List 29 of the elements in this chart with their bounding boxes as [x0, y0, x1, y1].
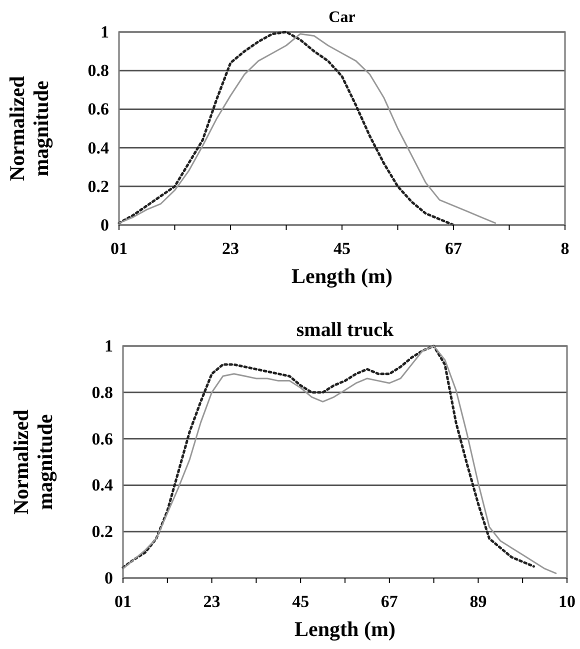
- x-tick-label: 10: [558, 592, 576, 612]
- x-tick-label: 89: [470, 592, 487, 612]
- x-tick-label: 45: [292, 592, 310, 612]
- x-tick-label: 8: [560, 239, 570, 258]
- x-tick-label: 67: [380, 592, 398, 612]
- y-tick-label: 0.4: [92, 476, 114, 495]
- chart-title: Car: [328, 9, 356, 26]
- y-tick-label: 0.2: [92, 522, 113, 542]
- x-tick-label: 23: [222, 239, 239, 258]
- y-axis-title: Normalized magnitude: [5, 76, 53, 181]
- y-tick-label: 0.4: [88, 138, 110, 158]
- chart-title: small truck: [296, 319, 394, 341]
- y-tick-label: 0.8: [92, 382, 113, 402]
- y-tick-label: 1: [100, 22, 109, 42]
- y-axis-title: Normalized magnitude: [9, 409, 57, 514]
- x-tick-label: 01: [110, 239, 128, 258]
- x-tick-label: 45: [334, 239, 350, 258]
- y-tick-label: 1: [104, 336, 113, 356]
- x-axis-title: Length (m): [292, 264, 392, 288]
- y-tick-label: 0: [100, 215, 109, 234]
- y-tick-label: 0.6: [92, 429, 113, 448]
- x-tick-label: 23: [203, 592, 220, 612]
- y-tick-label: 0.6: [88, 100, 109, 119]
- x-tick-label: 67: [445, 239, 462, 258]
- y-tick-label: 0.2: [88, 176, 109, 196]
- x-axis-title: Length (m): [294, 617, 396, 641]
- x-tick-label: 01: [114, 592, 132, 612]
- y-tick-label: 0.8: [88, 61, 109, 80]
- y-tick-label: 0: [104, 568, 113, 588]
